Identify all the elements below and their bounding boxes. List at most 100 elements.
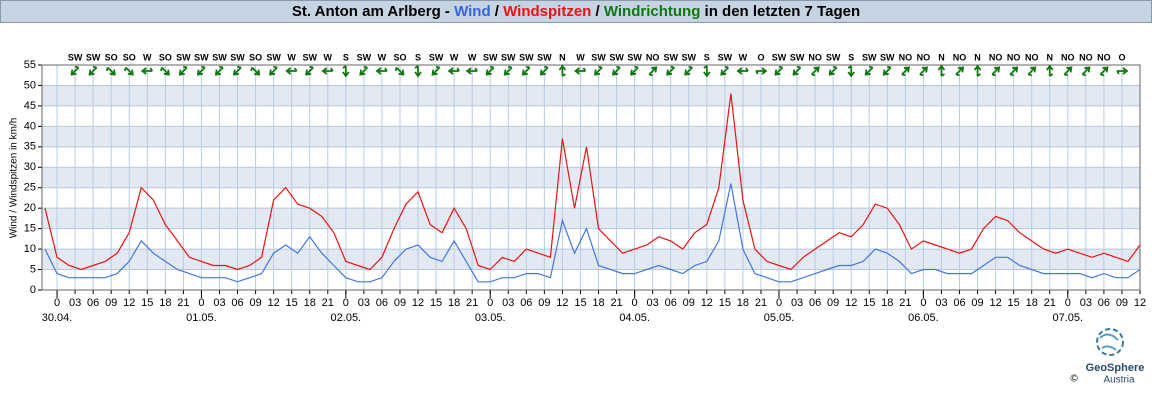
direction-arrow — [539, 65, 549, 76]
direction-label: N — [938, 52, 945, 62]
direction-label: SW — [718, 52, 733, 62]
x-tick-label: 21 — [177, 297, 189, 309]
direction-arrow — [864, 65, 874, 76]
arrow-shape — [285, 67, 298, 75]
direction-label: S — [415, 52, 421, 62]
direction-label: NO — [1007, 52, 1021, 62]
grid-band — [42, 208, 1140, 229]
x-tick-label: 0 — [920, 297, 926, 309]
y-tick-label: 20 — [24, 202, 36, 214]
y-tick-label: 10 — [24, 243, 36, 255]
direction-arrow — [611, 65, 621, 76]
arrow-shape — [810, 66, 820, 77]
title-part: Windspitzen — [503, 3, 591, 20]
x-tick-label: 12 — [845, 297, 857, 309]
arrow-shape — [919, 66, 929, 77]
x-tick-label: 12 — [412, 297, 424, 309]
y-tick-label: 5 — [30, 263, 36, 275]
direction-label: N — [974, 52, 981, 62]
x-tick-label: 06 — [376, 297, 388, 309]
direction-arrow — [521, 65, 531, 76]
direction-arrow — [232, 65, 242, 76]
direction-arrow — [178, 65, 188, 76]
direction-arrow — [485, 65, 495, 76]
x-tick-label: 0 — [487, 297, 493, 309]
arrow-shape — [539, 65, 549, 76]
x-tick-label: 15 — [1008, 297, 1020, 309]
arrow-shape — [755, 67, 768, 75]
date-label: 05.05. — [764, 312, 795, 324]
direction-label: SW — [862, 52, 877, 62]
direction-arrow — [160, 66, 170, 76]
arrow-shape — [431, 65, 441, 76]
arrow-shape — [485, 65, 495, 76]
grid-band — [42, 249, 1140, 270]
arrow-shape — [321, 67, 334, 75]
direction-arrow — [214, 65, 224, 76]
x-tick-label: 03 — [647, 297, 659, 309]
direction-label: SW — [519, 52, 534, 62]
arrow-shape — [88, 65, 98, 76]
direction-label: SW — [880, 52, 895, 62]
arrow-shape — [1009, 66, 1019, 77]
arrow-shape — [882, 65, 892, 76]
arrow-shape — [1116, 67, 1129, 75]
x-tick-label: 03 — [213, 297, 225, 309]
x-tick-label: 09 — [249, 297, 261, 309]
direction-arrow — [648, 66, 658, 77]
x-tick-label: 21 — [899, 297, 911, 309]
arrow-shape — [342, 65, 350, 78]
y-tick-label: 15 — [24, 223, 36, 235]
direction-arrow — [847, 65, 855, 78]
x-tick-label: 06 — [1098, 297, 1110, 309]
direction-label: N — [1047, 52, 1054, 62]
arrow-shape — [465, 67, 478, 75]
title-part: / — [491, 3, 504, 20]
arrow-shape — [792, 65, 802, 76]
direction-arrow — [359, 65, 369, 76]
x-tick-label: 21 — [610, 297, 622, 309]
arrow-shape — [447, 67, 460, 75]
chart-title: St. Anton am Arlberg - Wind / Windspitze… — [292, 3, 860, 20]
arrow-shape — [1046, 64, 1054, 77]
arrow-shape — [558, 64, 567, 77]
direction-label: NO — [917, 52, 931, 62]
x-tick-label: 18 — [159, 297, 171, 309]
direction-arrow — [305, 65, 314, 76]
arrow-shape — [684, 65, 693, 76]
x-tick-label: 15 — [574, 297, 586, 309]
y-tick-label: 45 — [24, 100, 36, 112]
arrow-shape — [828, 65, 838, 76]
arrow-shape — [611, 65, 621, 76]
x-tick-label: 03 — [358, 297, 370, 309]
x-tick-label: 18 — [592, 297, 604, 309]
x-tick-label: 15 — [430, 297, 442, 309]
arrow-shape — [703, 65, 711, 78]
direction-label: SO — [159, 52, 172, 62]
direction-label: SW — [682, 52, 697, 62]
arrow-shape — [106, 66, 116, 76]
x-tick-label: 12 — [268, 297, 280, 309]
direction-label: SW — [591, 52, 606, 62]
direction-label: SW — [194, 52, 209, 62]
x-tick-label: 0 — [343, 297, 349, 309]
date-label: 30.04. — [42, 312, 73, 324]
arrow-shape — [648, 66, 658, 77]
y-tick-label: 30 — [24, 161, 36, 173]
y-tick-label: 0 — [30, 284, 36, 296]
x-tick-label: 0 — [632, 297, 638, 309]
arrow-shape — [375, 67, 388, 75]
direction-label: SW — [790, 52, 805, 62]
date-label: 02.05. — [331, 312, 362, 324]
direction-arrow — [1009, 66, 1019, 77]
direction-label: SW — [537, 52, 552, 62]
arrow-shape — [232, 65, 242, 76]
direction-label: W — [324, 52, 333, 62]
x-tick-label: 03 — [69, 297, 81, 309]
x-tick-label: 09 — [827, 297, 839, 309]
x-tick-label: 06 — [809, 297, 821, 309]
direction-label: SW — [627, 52, 642, 62]
direction-arrow — [1046, 64, 1054, 77]
arrow-shape — [414, 65, 422, 78]
